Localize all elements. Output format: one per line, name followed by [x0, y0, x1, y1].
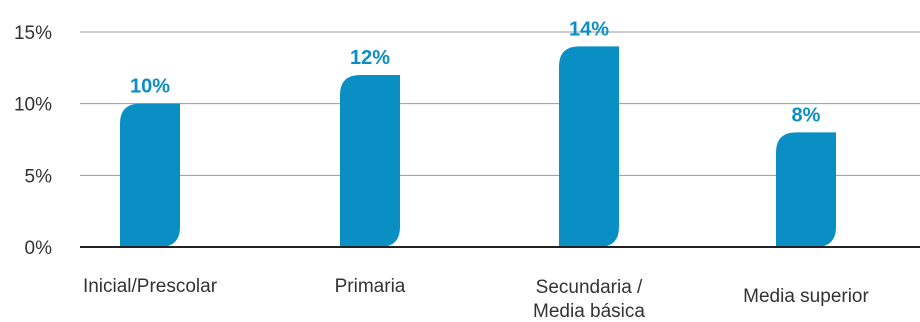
data-label: 8%: [792, 104, 821, 126]
category-label-line: Inicial/Prescolar: [83, 276, 218, 297]
data-label: 14%: [569, 18, 609, 40]
x-axis-category-labels: Inicial/Prescolar Primaria Secundaria / Med…: [83, 276, 870, 322]
y-tick-label: 10%: [14, 95, 52, 116]
bar: [776, 132, 836, 247]
bars: [120, 46, 836, 248]
category-label: Primaria: [335, 276, 406, 297]
y-tick-label: 5%: [25, 166, 53, 187]
bar: [559, 46, 619, 248]
y-axis-tick-labels: 0% 5% 10% 15%: [14, 23, 52, 259]
y-tick-label: 15%: [14, 23, 52, 44]
data-label: 10%: [130, 76, 170, 98]
data-labels: 10% 12% 14% 8%: [130, 18, 821, 126]
bar: [120, 103, 180, 248]
y-tick-label: 0%: [25, 238, 53, 259]
category-label-line: Media básica: [533, 301, 645, 322]
category-label-line: Primaria: [335, 276, 406, 297]
category-label-line: Media superior: [743, 286, 869, 307]
category-label: Media superior: [743, 286, 869, 307]
data-label: 12%: [350, 47, 390, 69]
category-label-line: Secundaria /: [536, 277, 643, 298]
category-label: Inicial/Prescolar: [83, 276, 218, 297]
category-label: Secundaria / Media básica: [533, 277, 645, 322]
bar: [340, 75, 400, 247]
